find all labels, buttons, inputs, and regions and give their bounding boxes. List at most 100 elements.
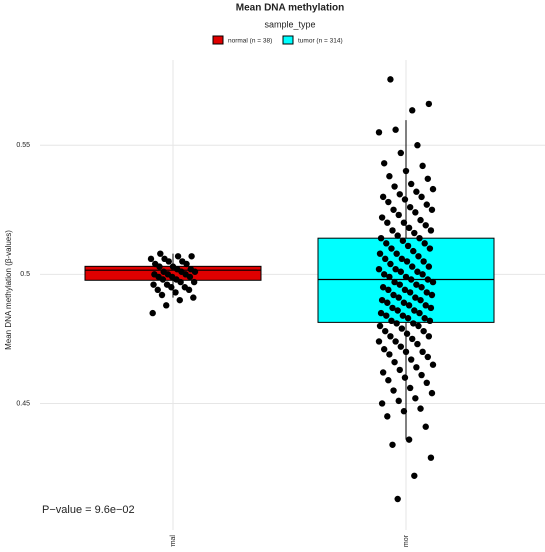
jitter-point: [414, 142, 421, 149]
y-tick-label: 0.5: [20, 271, 30, 278]
jitter-point: [394, 232, 401, 239]
jitter-point: [429, 361, 437, 368]
jitter-point: [190, 278, 198, 286]
jitter-point: [419, 271, 426, 278]
jitter-point: [387, 260, 394, 268]
jitter-point: [429, 278, 437, 286]
jitter-point: [428, 291, 436, 299]
jitter-point: [378, 214, 386, 221]
annotation: P−value = 9.6e−02: [42, 504, 135, 516]
jitter-point: [407, 276, 415, 283]
jitter-point: [405, 302, 413, 309]
jitter-point: [388, 317, 395, 325]
jitter-point: [379, 193, 387, 201]
jitter-point: [147, 255, 155, 263]
jitter-point: [397, 268, 405, 275]
jitter-point: [386, 273, 393, 281]
legend-swatch: [282, 35, 294, 45]
jitter-point: [379, 284, 387, 291]
jitter-point: [386, 351, 393, 358]
jitter-point: [409, 335, 416, 343]
jitter-point: [391, 358, 398, 366]
jitter-point: [387, 76, 394, 83]
y-axis-label: Mean DNA methylation (β-values): [4, 230, 13, 350]
jitter-point: [423, 289, 430, 296]
jitter-point: [402, 273, 410, 281]
jitter-point: [391, 278, 398, 286]
jitter-point: [388, 245, 395, 252]
legend-swatch: [212, 35, 224, 45]
jitter-point: [411, 229, 418, 237]
jitter-point: [385, 377, 392, 384]
jitter-point: [156, 263, 163, 270]
jitter-point: [402, 167, 410, 175]
jitter-point: [420, 258, 427, 265]
jitter-point: [379, 369, 387, 376]
jitter-point: [404, 315, 412, 322]
jitter-point: [410, 320, 417, 327]
jitter-point: [422, 423, 429, 430]
jitter-point: [400, 219, 408, 226]
jitter-point: [392, 126, 399, 133]
jitter-point: [413, 188, 420, 195]
jitter-point: [401, 374, 409, 381]
legend-label: tumor (n = 314): [298, 38, 343, 45]
jitter-point: [380, 271, 388, 278]
jitter-point: [378, 296, 386, 304]
jitter-point: [191, 268, 199, 275]
jitter-point: [427, 454, 435, 461]
jitter-point: [149, 309, 156, 317]
jitter-point: [382, 327, 389, 335]
jitter-point: [395, 397, 402, 405]
jitter-point: [177, 278, 184, 286]
jitter-point: [168, 284, 175, 291]
jitter-point: [428, 206, 436, 213]
jitter-point: [384, 299, 391, 306]
jitter-point: [409, 263, 416, 270]
jitter-point: [424, 353, 432, 361]
jitter-point: [387, 333, 394, 340]
jitter-point: [426, 245, 434, 252]
jitter-point: [412, 209, 419, 216]
jitter-point: [421, 315, 428, 322]
jitter-point: [417, 405, 424, 412]
jitter-point: [401, 286, 409, 294]
jitter-point: [185, 286, 193, 294]
jitter-point: [380, 160, 388, 167]
box: [317, 237, 495, 323]
jitter-point: [389, 304, 396, 312]
jitter-point: [385, 286, 392, 294]
jitter-point: [398, 325, 406, 332]
jitter-point: [403, 330, 411, 337]
jitter-point: [165, 258, 172, 265]
y-tick-label: 0.45: [16, 400, 30, 407]
jitter-point: [405, 436, 413, 443]
jitter-point: [418, 193, 425, 201]
jitter-point: [404, 242, 412, 250]
jitter-point: [411, 307, 418, 314]
jitter-point: [416, 234, 423, 242]
legend-label: normal (n = 38): [228, 38, 272, 45]
jitter-point: [183, 260, 190, 268]
jitter-point: [412, 294, 419, 301]
jitter-point: [395, 211, 402, 219]
jitter-point: [415, 322, 422, 330]
jitter-point: [414, 268, 421, 275]
jitter-point: [186, 273, 194, 281]
jitter-point: [378, 400, 386, 407]
jitter-point: [383, 312, 390, 319]
jitter-point: [414, 340, 421, 348]
jitter-point: [383, 240, 390, 247]
jitter-point: [425, 100, 433, 108]
jitter-point: [425, 263, 433, 270]
jitter-point: [390, 291, 397, 299]
jitter-point: [401, 196, 409, 203]
jitter-point: [423, 201, 430, 208]
jitter-point: [425, 333, 433, 340]
x-tick-label: tumor: [403, 534, 410, 547]
jitter-point: [376, 322, 384, 330]
jitter-point: [159, 276, 167, 283]
jitter-point: [426, 317, 434, 325]
jitter-point: [391, 183, 398, 190]
